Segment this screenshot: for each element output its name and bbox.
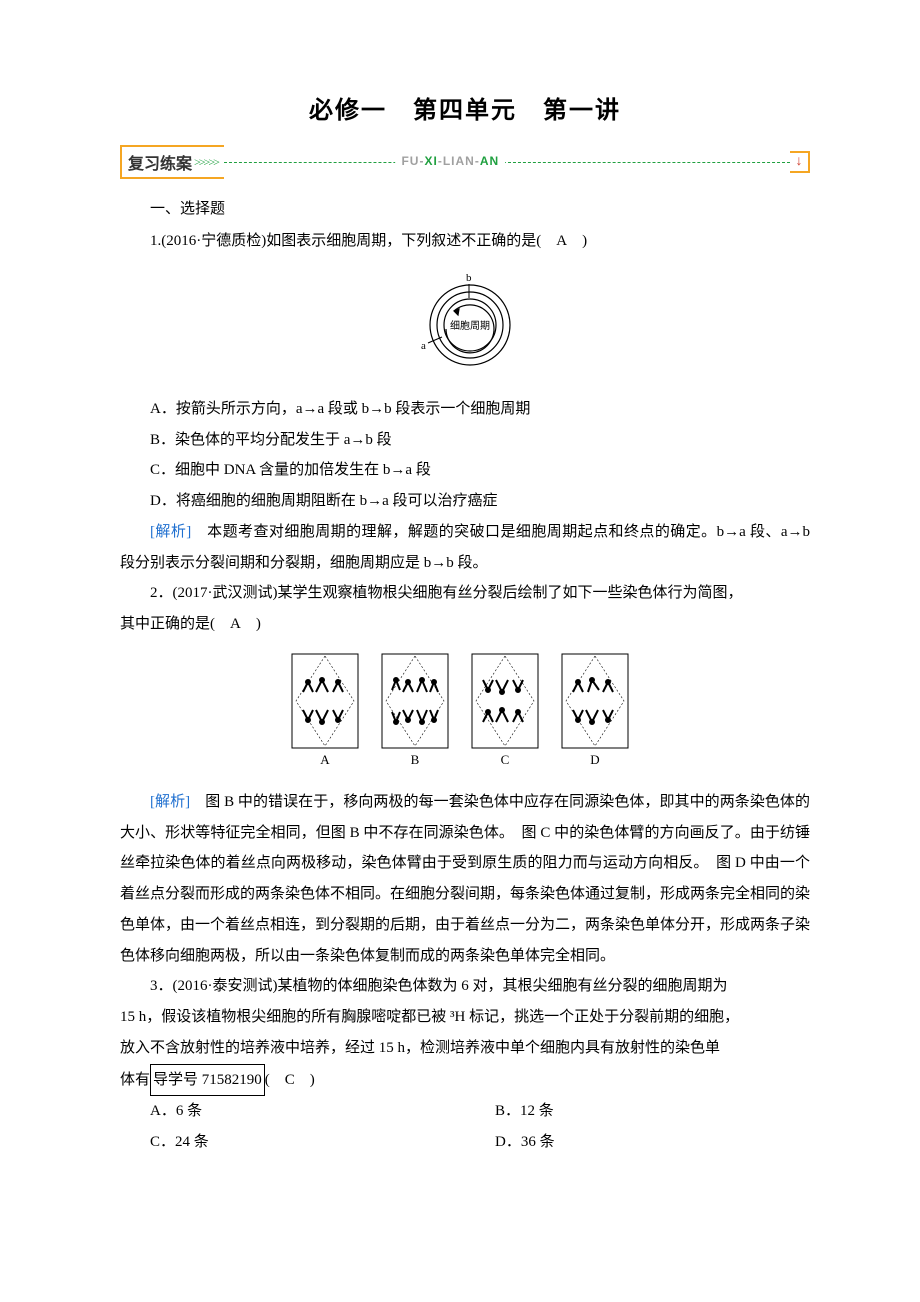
pinyin-xi: XI [424, 154, 437, 168]
q1-stem-text: 1.(2016·宁德质检)如图表示细胞周期，下列叙述不正确的是( [150, 233, 556, 249]
q2-stem-line2: 其中正确的是( A ) [120, 609, 810, 640]
q1-answer: A [556, 233, 567, 249]
q3-optB: B．12 条 [465, 1096, 810, 1127]
divider-arrow-box: ↓ [790, 151, 810, 173]
q3-stem-4c: ) [295, 1072, 315, 1088]
chevron-icon: >>>>> [194, 155, 218, 170]
divider-label: 复习练案 [128, 150, 192, 174]
q2-stem-line1: 2．(2017·武汉测试)某学生观察植物根尖细胞有丝分裂后绘制了如下一些染色体行… [120, 578, 810, 609]
q2-answer: A [230, 616, 241, 632]
q3-stem-line2: 15 h，假设该植物根尖细胞的所有胸腺嘧啶都已被 ³H 标记，挑选一个正处于分裂… [120, 1002, 810, 1033]
q1-diagram: b a 细胞周期 [120, 267, 810, 382]
q3-stem-4a: 体有 [120, 1072, 150, 1088]
q3-stem-line1: 3．(2016·泰安测试)某植物的体细胞染色体数为 6 对，其根尖细胞有丝分裂的… [120, 971, 810, 1002]
q1-analysis-text: 本题考查对细胞周期的理解，解题的突破口是细胞周期起点和终点的确定。b→a 段、a… [120, 524, 810, 571]
panel-label-D: D [590, 752, 599, 767]
down-arrow-icon: ↓ [796, 154, 803, 170]
q3-stem-4b: ( [265, 1072, 285, 1088]
q1-analysis: [解析] 本题考查对细胞周期的理解，解题的突破口是细胞周期起点和终点的确定。b→… [120, 517, 810, 579]
divider-left-box: 复习练案 >>>>> [120, 145, 224, 179]
q2-analysis-text: 图 B 中的错误在于，移向两极的每一套染色体中应存在同源染色体，即其中的两条染色… [120, 794, 810, 964]
q3-options-row2: C．24 条 D．36 条 [120, 1127, 810, 1158]
divider-line: FU-XI-LIAN-AN [224, 162, 790, 163]
page-title: 必修一 第四单元 第一讲 [120, 90, 810, 125]
q3-optC: C．24 条 [120, 1127, 465, 1158]
q3-options-row1: A．6 条 B．12 条 [120, 1096, 810, 1127]
pinyin-fu: FU [401, 154, 419, 168]
q2-diagram: A B [120, 650, 810, 775]
cell-cycle-diagram: b a 细胞周期 [398, 267, 533, 377]
panel-label-B: B [411, 752, 420, 767]
pinyin-an: AN [480, 154, 499, 168]
q2-analysis: [解析] 图 B 中的错误在于，移向两极的每一套染色体中应存在同源染色体，即其中… [120, 787, 810, 972]
panel-label-A: A [320, 752, 330, 767]
q3-optA: A．6 条 [120, 1096, 465, 1127]
q1-optA: A．按箭头所示方向，a→a 段或 b→b 段表示一个细胞周期 [120, 394, 810, 425]
q3-stem-line3: 放入不含放射性的培养液中培养，经过 15 h，检测培养液中单个细胞内具有放射性的… [120, 1033, 810, 1064]
q3-stem-line4: 体有导学号 71582190( C ) [120, 1064, 810, 1097]
section-heading: 一、选择题 [120, 197, 810, 218]
analysis-label: [解析] [150, 794, 190, 810]
q1-stem-end: ) [567, 233, 587, 249]
q1-optD: D．将癌细胞的细胞周期阻断在 b→a 段可以治疗癌症 [120, 486, 810, 517]
panel-label-C: C [501, 752, 510, 767]
q3-optD: D．36 条 [465, 1127, 810, 1158]
divider-pinyin: FU-XI-LIAN-AN [395, 154, 505, 168]
section-divider: 复习练案 >>>>> FU-XI-LIAN-AN ↓ [120, 145, 810, 179]
page-container: 必修一 第四单元 第一讲 复习练案 >>>>> FU-XI-LIAN-AN ↓ … [0, 0, 920, 1218]
q2-stem-2b: ) [241, 616, 261, 632]
label-a: a [421, 340, 426, 352]
q1-optB: B．染色体的平均分配发生于 a→b 段 [120, 425, 810, 456]
q2-stem-2a: 其中正确的是( [120, 616, 230, 632]
study-number-box: 导学号 71582190 [150, 1064, 265, 1097]
pinyin-lian: LIAN [443, 154, 475, 168]
q3-answer: C [285, 1072, 295, 1088]
q1-stem: 1.(2016·宁德质检)如图表示细胞周期，下列叙述不正确的是( A ) [120, 226, 810, 257]
label-b: b [466, 272, 472, 284]
analysis-label: [解析] [150, 524, 191, 540]
q1-optC: C．细胞中 DNA 含量的加倍发生在 b→a 段 [120, 455, 810, 486]
chromosome-panels: A B [280, 650, 650, 770]
label-center: 细胞周期 [450, 319, 490, 332]
